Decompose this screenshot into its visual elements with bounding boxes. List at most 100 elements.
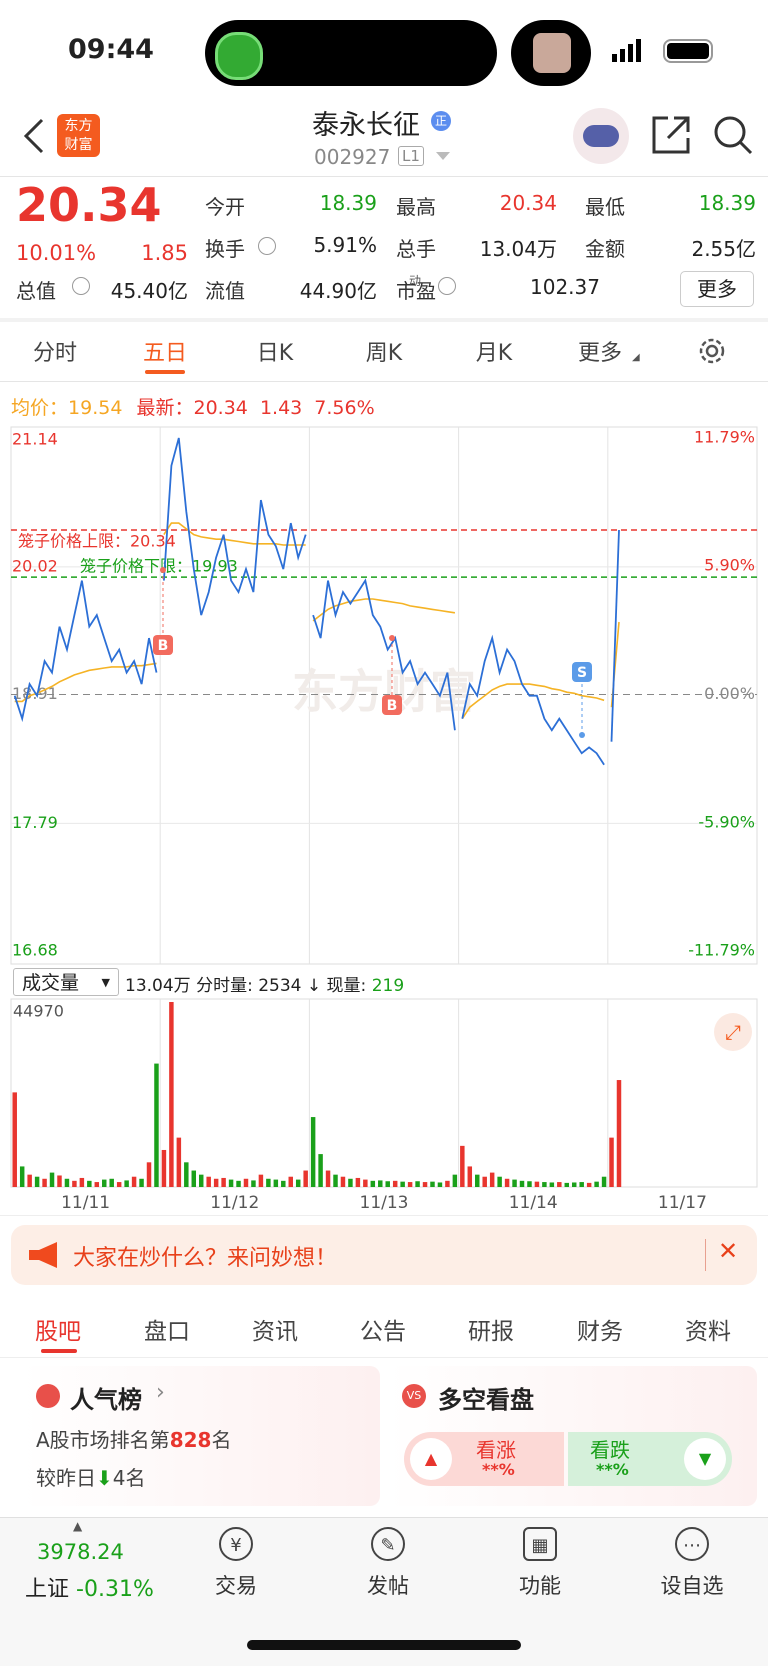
x-tick-label: 11/17 (658, 1193, 707, 1213)
nav-icon: ✎ (371, 1527, 405, 1561)
nav-icon: ▦ (523, 1527, 557, 1561)
chart-tab[interactable]: 月K (475, 341, 513, 366)
more-button[interactable]: 更多 (680, 271, 754, 307)
volume-bar (489, 1172, 495, 1187)
rank-prefix: A股市场排名第 (36, 1428, 170, 1452)
pe-sup: 动 (409, 274, 422, 288)
card-title: 人气榜 (70, 1386, 142, 1414)
info-icon (72, 277, 90, 295)
section-tab[interactable]: 资讯 (252, 1319, 298, 1345)
nav-label[interactable]: 设自选 (660, 1574, 724, 1598)
field-value: 44.90亿 (299, 279, 377, 303)
back-button[interactable] (22, 118, 46, 154)
chart-info: 均价：19.54 最新：20.34 1.43 7.56% (11, 393, 375, 420)
tab-caret: ◢ (632, 352, 640, 363)
volume-bar (94, 1182, 100, 1187)
island-avatar (511, 20, 591, 86)
popularity-card[interactable]: 人气榜 › A股市场排名第828名 较昨日⬇4名 (22, 1366, 380, 1506)
volume-bar (34, 1176, 40, 1187)
divider (0, 318, 768, 322)
chart-tab[interactable]: 分时 (32, 341, 78, 366)
volume-bar (49, 1172, 55, 1187)
bear-button[interactable]: 看跌 **% ▼ (568, 1432, 732, 1486)
y-tick-label: 21.14 (12, 430, 58, 449)
volume-bar (258, 1174, 264, 1187)
search-icon[interactable] (712, 114, 754, 156)
volume-selector[interactable]: 成交量 ▼ (13, 968, 119, 996)
nav-label[interactable]: 发帖 (367, 1574, 409, 1598)
divider (0, 1215, 768, 1216)
signal-bar (636, 39, 641, 62)
now-volume: 219 (371, 976, 405, 996)
latest-change-pct: 7.56% (314, 397, 375, 419)
volume-bar (363, 1179, 368, 1187)
field-value: 5.91% (313, 233, 377, 257)
close-button[interactable]: ✕ (718, 1237, 739, 1265)
latest-value: 20.34 (193, 397, 248, 419)
y-tick-label: 20.02 (12, 556, 58, 575)
price: 20.34 (16, 178, 162, 232)
marker-box (382, 695, 402, 715)
banner[interactable]: 大家在炒什么？来问妙想！ ✕ (11, 1225, 757, 1285)
section-tab[interactable]: 股吧 (35, 1319, 81, 1345)
bull-value: **% (482, 1460, 515, 1479)
minute-label: 分时量: (196, 976, 259, 996)
section-tab[interactable]: 研报 (468, 1319, 514, 1345)
volume-bar (340, 1176, 346, 1187)
badge: 正 (431, 111, 451, 131)
volume-bar (72, 1180, 77, 1187)
info-icon (438, 277, 456, 295)
chart-tab[interactable]: 日K (256, 341, 294, 366)
sentiment-card: VS 多空看盘 ▲ 看涨 **% 看跌 **% ▼ (388, 1366, 757, 1506)
section-tab[interactable]: 公告 (360, 1319, 406, 1345)
rank-value: 828 (169, 1428, 212, 1452)
nav-label[interactable]: 功能 (519, 1574, 561, 1598)
bear-label: 看跌 (590, 1438, 630, 1462)
section-tab[interactable]: 资料 (685, 1319, 731, 1345)
volume-bar (206, 1176, 211, 1187)
index-value[interactable]: 3978.24 (37, 1540, 124, 1564)
chart-tab[interactable]: 周K (365, 341, 403, 366)
volume-bar (452, 1174, 458, 1187)
price-line (163, 437, 307, 616)
share-icon[interactable] (650, 114, 692, 156)
price-line (312, 578, 456, 731)
volume-bar (161, 1149, 167, 1187)
stock-name: 泰永长征 (312, 110, 420, 141)
up-icon: ▲ (410, 1438, 452, 1480)
volume-bar (176, 1137, 182, 1187)
bull-button[interactable]: ▲ 看涨 **% (404, 1432, 564, 1486)
price-line (610, 529, 620, 742)
index-line[interactable]: 上证 -0.31% (25, 1571, 154, 1603)
nav-icon: ⋯ (675, 1527, 709, 1561)
nav-label[interactable]: 交易 (215, 1574, 257, 1598)
section-tab[interactable]: 财务 (577, 1319, 623, 1345)
volume-bar (601, 1176, 607, 1187)
y2-tick-label: 5.90% (704, 556, 755, 575)
marker-dot (389, 635, 395, 641)
decoration (23, 118, 44, 154)
divider (0, 381, 768, 382)
volume-frame (10, 998, 758, 1188)
volume-bar (228, 1179, 234, 1187)
volume-bar (198, 1174, 204, 1187)
logo-text: 东方 (64, 118, 93, 134)
divider (0, 176, 768, 177)
volume-bar (266, 1178, 271, 1187)
nav-icon: ¥ (219, 1527, 253, 1561)
x-tick-label: 11/11 (61, 1193, 110, 1213)
marker-dot (579, 732, 585, 738)
banner-text: 大家在炒什么？来问妙想！ (73, 1246, 338, 1271)
expand-button[interactable]: ⤢ (714, 1013, 752, 1051)
marker-label: S (577, 665, 587, 681)
section-tab[interactable]: 盘口 (144, 1319, 190, 1345)
field-value: 102.37 (530, 275, 600, 299)
dropdown-icon[interactable] (436, 152, 450, 162)
chart-tab[interactable]: 更多 (577, 341, 623, 366)
settings-icon[interactable] (697, 336, 727, 366)
avg-line (461, 683, 605, 720)
chart-tab[interactable]: 五日 (142, 341, 188, 366)
volume-bar (557, 1182, 562, 1187)
assistant-avatar[interactable] (573, 108, 629, 164)
volume-bar (318, 1154, 323, 1187)
